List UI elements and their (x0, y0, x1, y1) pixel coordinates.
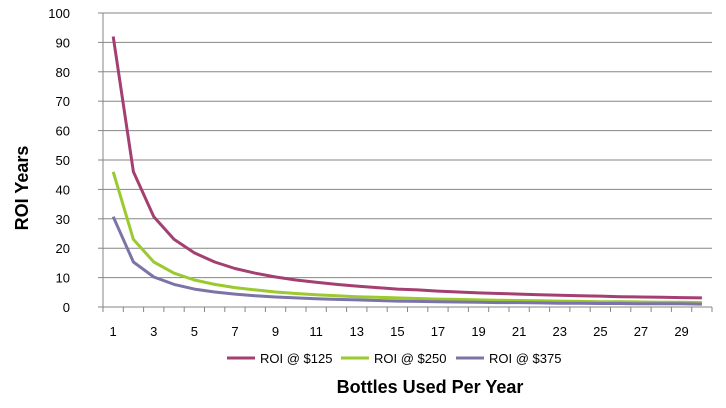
legend-label-2: ROI @ $250 (374, 351, 446, 366)
x-tick-label: 7 (231, 324, 238, 339)
x-tick-label: 1 (110, 324, 117, 339)
y-tick-label: 60 (56, 124, 70, 139)
axes (102, 13, 713, 312)
x-tick-label: 23 (553, 324, 567, 339)
x-tick-label: 15 (390, 324, 404, 339)
y-tick-label: 10 (56, 271, 70, 286)
y-tick-label: 20 (56, 241, 70, 256)
x-tick-label: 13 (350, 324, 364, 339)
x-tick-labels: 1 3 5 7 9 11 13 15 17 19 21 23 25 27 29 (110, 324, 689, 339)
x-tick-label: 21 (512, 324, 526, 339)
legend-label-3: ROI @ $375 (489, 351, 561, 366)
y-tick-label: 30 (56, 212, 70, 227)
series-line-2 (111, 171, 702, 305)
x-tick-label: 25 (593, 324, 607, 339)
x-tick-label: 5 (191, 324, 198, 339)
x-tick-label: 17 (431, 324, 445, 339)
legend-label-1: ROI @ $125 (260, 351, 332, 366)
y-tick-label: 80 (56, 65, 70, 80)
gridlines (98, 12, 712, 308)
x-tick-label: 27 (634, 324, 648, 339)
series-line-1 (111, 36, 702, 300)
legend: ROI @ $125 ROI @ $250 ROI @ $375 (227, 351, 561, 366)
x-tick-label: 3 (150, 324, 157, 339)
x-tick-label: 29 (674, 324, 688, 339)
y-tick-labels: 0 10 20 30 40 50 60 70 80 90 100 (48, 6, 70, 315)
y-tick-label: 0 (63, 300, 70, 315)
x-tick-label: 19 (471, 324, 485, 339)
y-tick-label: 70 (56, 94, 70, 109)
y-tick-label: 100 (48, 6, 70, 21)
series-lines (111, 36, 702, 306)
y-tick-label: 50 (56, 153, 70, 168)
y-tick-label: 90 (56, 35, 70, 50)
x-axis-label: Bottles Used Per Year (337, 377, 524, 397)
x-tick-label: 11 (309, 324, 323, 339)
series-line-3 (111, 216, 702, 306)
y-axis-label: ROI Years (12, 146, 32, 231)
y-tick-label: 40 (56, 182, 70, 197)
x-tick-label: 9 (272, 324, 279, 339)
